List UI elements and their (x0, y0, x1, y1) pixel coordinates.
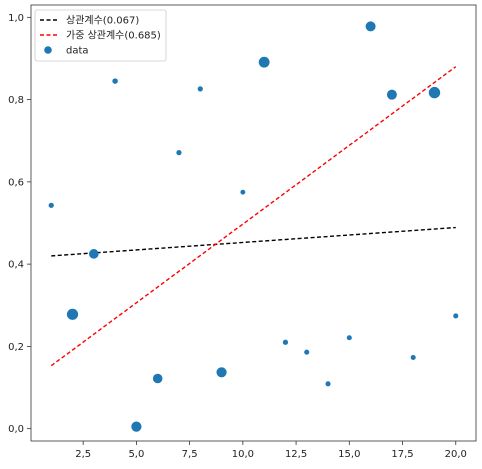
data-point (365, 21, 376, 32)
x-tick-label: 20,0 (445, 449, 467, 460)
x-tick-label: 15,0 (338, 449, 360, 460)
plot-area (30, 4, 477, 442)
data-point (258, 56, 270, 68)
regression-lines (50, 66, 457, 367)
y-tick-label: 0,8 (8, 95, 24, 106)
data-point (197, 86, 203, 92)
legend: 상관계수(0.067) 가중 상관계수(0.685) data (34, 9, 167, 62)
legend-box (34, 9, 167, 62)
data-point (453, 313, 459, 319)
data-point (304, 349, 310, 355)
y-tick-label: 1,0 (8, 13, 24, 24)
x-tick-label: 17,5 (391, 449, 413, 460)
x-tick-label: 10,0 (232, 449, 254, 460)
y-tick-label: 0,0 (8, 424, 24, 435)
x-tick-label: 7,5 (182, 449, 198, 460)
y-axis: 0,0 0,2 0,4 0,6 0,8 1,0 (8, 13, 31, 435)
data-point (152, 373, 163, 384)
data-point (325, 381, 331, 387)
data-point (240, 189, 246, 195)
data-point (386, 89, 397, 100)
data-point (66, 308, 79, 320)
x-tick-label: 5,0 (128, 449, 144, 460)
data-point (176, 150, 182, 156)
data-point (346, 335, 352, 341)
y-tick-label: 0,2 (8, 342, 24, 353)
data-point (282, 339, 289, 345)
scatter-points (48, 21, 459, 432)
data-point (112, 78, 118, 84)
data-point (216, 367, 227, 378)
x-tick-label: 12,5 (285, 449, 307, 460)
x-tick-label: 2,5 (75, 449, 91, 460)
y-tick-label: 0,6 (8, 177, 24, 188)
legend-label-weighted: 가중 상관계수(0.685) (66, 30, 161, 42)
x-axis: 2,5 5,0 7,5 10,0 12,5 15,0 17,5 20,0 (75, 441, 467, 460)
legend-marker-data (44, 46, 52, 54)
weighted-correlation-line (50, 66, 457, 367)
legend-label-corr: 상관계수(0.067) (66, 15, 139, 27)
legend-label-data: data (66, 46, 89, 57)
data-point (89, 249, 99, 259)
y-tick-label: 0,4 (8, 260, 24, 271)
correlation-line (51, 226, 456, 257)
data-point (131, 421, 142, 432)
data-point (428, 86, 441, 99)
data-point (48, 202, 54, 208)
data-point (410, 354, 416, 361)
